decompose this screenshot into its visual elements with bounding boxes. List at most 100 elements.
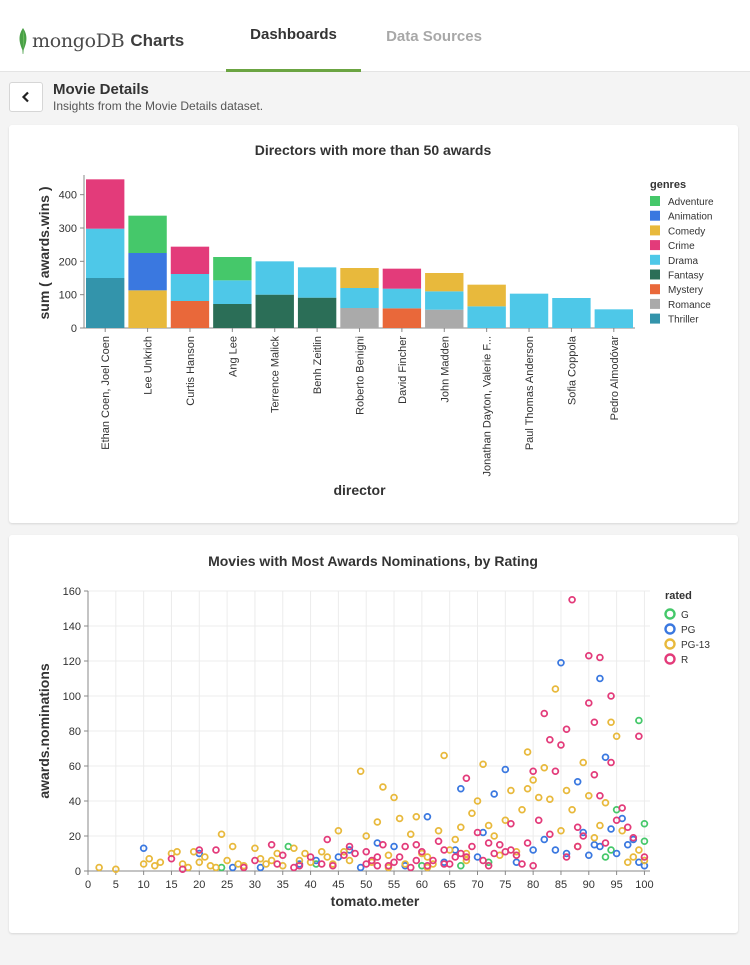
scatter-point[interactable] <box>228 863 237 872</box>
scatter-point[interactable] <box>568 595 576 604</box>
scatter-point[interactable] <box>518 805 526 814</box>
scatter-point[interactable] <box>301 849 309 858</box>
bar-segment[interactable] <box>213 257 252 281</box>
scatter-point[interactable] <box>601 753 610 762</box>
bar-segment[interactable] <box>382 288 422 309</box>
scatter-point[interactable] <box>468 809 476 818</box>
tab-dashboards[interactable]: Dashboards <box>226 0 361 72</box>
scatter-point[interactable] <box>635 716 643 725</box>
bar-segment[interactable] <box>594 309 633 328</box>
scatter-point[interactable] <box>557 741 565 749</box>
legend-swatch[interactable] <box>664 638 676 650</box>
bar-segment[interactable] <box>86 228 125 278</box>
scatter-point[interactable] <box>451 853 460 861</box>
bar-segment[interactable] <box>297 267 337 298</box>
bar-segment[interactable] <box>170 301 210 328</box>
legend-swatch[interactable] <box>650 284 660 295</box>
chart-card-directors[interactable]: Directors with more than 50 awards 0 100 20… <box>9 125 738 523</box>
scatter-point[interactable] <box>590 718 599 727</box>
scatter-point[interactable] <box>546 830 554 839</box>
scatter-point[interactable] <box>601 798 610 807</box>
scatter-point[interactable] <box>423 812 432 821</box>
scatter-point[interactable] <box>640 819 649 828</box>
legend-swatch[interactable] <box>650 225 660 236</box>
scatter-point[interactable] <box>568 805 576 814</box>
bar-segment[interactable] <box>509 293 549 328</box>
scatter-point[interactable] <box>317 860 326 868</box>
scatter-point[interactable] <box>607 825 615 833</box>
bar-segment[interactable] <box>86 179 125 229</box>
scatter-point[interactable] <box>501 765 510 774</box>
scatter-point[interactable] <box>529 846 537 854</box>
scatter-point[interactable] <box>156 858 165 867</box>
scatter-point[interactable] <box>584 851 593 860</box>
scatter-point[interactable] <box>462 856 471 865</box>
back-button[interactable] <box>9 82 43 112</box>
bar-segment[interactable] <box>467 284 506 307</box>
scatter-point[interactable] <box>329 861 337 870</box>
scatter-point[interactable] <box>618 826 626 835</box>
scatter-point[interactable] <box>562 849 571 858</box>
scatter-point[interactable] <box>607 718 615 727</box>
scatter-point[interactable] <box>640 853 649 861</box>
scatter-point[interactable] <box>523 839 532 847</box>
scatter-point[interactable] <box>573 842 582 851</box>
scatter-point[interactable] <box>267 856 276 865</box>
scatter-point[interactable] <box>590 833 599 842</box>
scatter-point[interactable] <box>356 767 365 776</box>
scatter-point[interactable] <box>490 849 498 858</box>
scatter-point[interactable] <box>596 821 604 830</box>
scatter-point[interactable] <box>362 832 371 840</box>
scatter-point[interactable] <box>523 784 532 793</box>
scatter-point[interactable] <box>479 760 487 769</box>
scatter-point[interactable] <box>557 658 565 667</box>
scatter-point[interactable] <box>95 863 103 872</box>
scatter-point[interactable] <box>440 846 448 854</box>
scatter-point[interactable] <box>418 847 426 856</box>
scatter-point[interactable] <box>195 858 204 867</box>
scatter-point[interactable] <box>596 674 604 683</box>
bar-segment[interactable] <box>128 215 167 253</box>
bar-segment[interactable] <box>255 294 294 328</box>
scatter-point[interactable] <box>457 784 465 793</box>
scatter-point[interactable] <box>584 651 593 660</box>
scatter-point[interactable] <box>401 860 409 868</box>
scatter-point[interactable] <box>529 776 537 784</box>
scatter-point[interactable] <box>340 851 348 860</box>
legend-swatch[interactable] <box>650 298 660 309</box>
scatter-point[interactable] <box>145 854 154 863</box>
scatter-point[interactable] <box>412 840 421 849</box>
scatter-point[interactable] <box>590 770 599 779</box>
scatter-point[interactable] <box>423 853 432 861</box>
scatter-point[interactable] <box>201 853 209 861</box>
scatter-point[interactable] <box>379 783 387 791</box>
scatter-point[interactable] <box>434 837 443 846</box>
scatter-point[interactable] <box>440 751 448 760</box>
scatter-point[interactable] <box>345 842 354 851</box>
bar-segment[interactable] <box>128 290 167 328</box>
scatter-point[interactable] <box>546 735 554 744</box>
bar-segment[interactable] <box>552 298 591 328</box>
scatter-point[interactable] <box>596 791 604 800</box>
bar-segment[interactable] <box>213 304 252 328</box>
scatter-point[interactable] <box>395 853 404 861</box>
scatter-point[interactable] <box>490 790 498 798</box>
bar-segment[interactable] <box>128 253 167 291</box>
scatter-point[interactable] <box>618 804 626 812</box>
bar-segment[interactable] <box>340 308 379 328</box>
scatter-point[interactable] <box>551 846 560 854</box>
scatter-point[interactable] <box>557 826 565 835</box>
scatter-point[interactable] <box>273 860 281 868</box>
bar-segment[interactable] <box>340 268 379 288</box>
scatter-point[interactable] <box>256 863 265 872</box>
scatter-point[interactable] <box>306 853 315 861</box>
scatter-point[interactable] <box>406 863 415 872</box>
legend-swatch[interactable] <box>650 210 660 221</box>
scatter-point[interactable] <box>562 786 571 795</box>
scatter-point[interactable] <box>423 861 432 870</box>
scatter-point[interactable] <box>434 826 443 835</box>
scatter-point[interactable] <box>551 685 560 693</box>
scatter-point[interactable] <box>607 846 615 854</box>
scatter-point[interactable] <box>468 842 476 851</box>
scatter-point[interactable] <box>507 786 515 795</box>
